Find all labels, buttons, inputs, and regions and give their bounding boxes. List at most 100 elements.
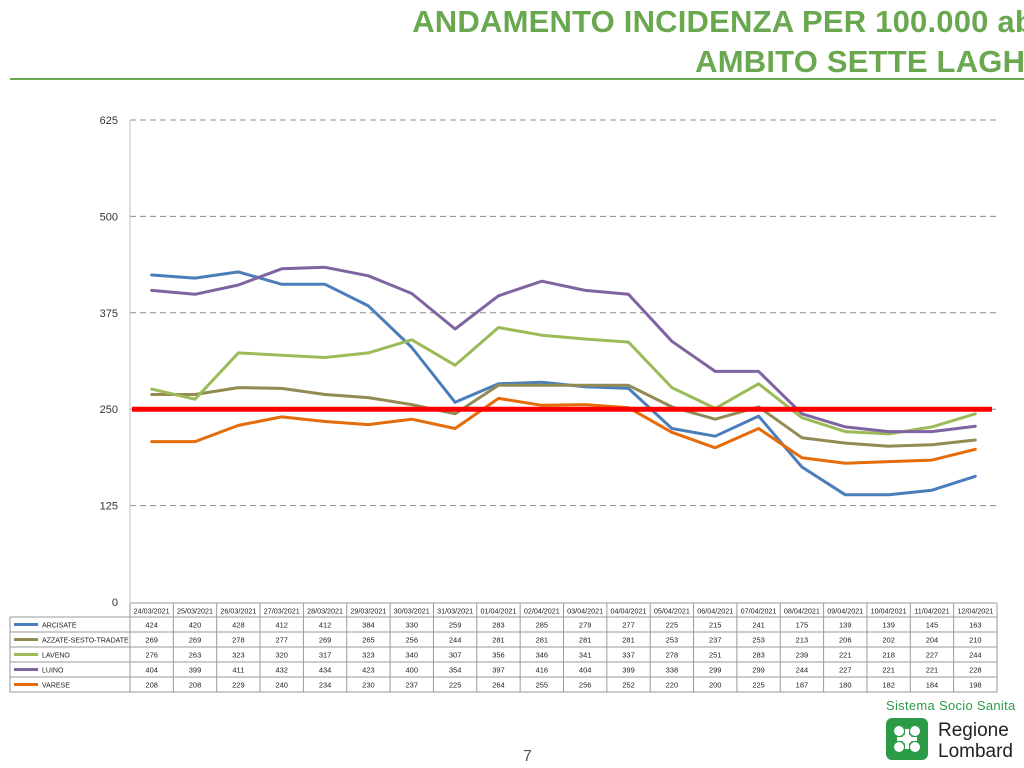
data-table-value: 397 (492, 665, 505, 674)
data-table-value: 420 (189, 620, 202, 629)
data-table-value: 180 (839, 680, 852, 689)
data-table-value: 145 (926, 620, 939, 629)
brand-name: Regione Lombard (938, 720, 1013, 762)
data-table-value: 283 (752, 650, 765, 659)
series-line (150, 265, 977, 434)
data-table-value: 299 (709, 665, 722, 674)
data-table-value: 234 (319, 680, 332, 689)
x-tick-label: 31/03/2021 (437, 607, 473, 616)
data-table-value: 237 (406, 680, 419, 689)
data-table-value: 208 (189, 680, 202, 689)
data-table-value: 221 (926, 665, 939, 674)
data-table-value: 341 (579, 650, 592, 659)
brand-subtitle: Sistema Socio Sanita (886, 698, 1016, 713)
x-tick-label: 09/04/2021 (827, 607, 863, 616)
y-tick-label: 375 (100, 308, 118, 320)
data-table-value: 432 (275, 665, 288, 674)
data-table-value: 215 (709, 620, 722, 629)
data-table-value: 264 (492, 680, 505, 689)
data-table-value: 182 (882, 680, 895, 689)
data-table-value: 299 (752, 665, 765, 674)
data-table-value: 278 (232, 635, 245, 644)
data-table-value: 230 (362, 680, 375, 689)
data-table-value: 269 (319, 635, 332, 644)
data-table-value: 404 (145, 665, 158, 674)
data-table-value: 412 (275, 620, 288, 629)
data-table-value: 225 (449, 680, 462, 689)
regione-lombardia-brand: Sistema Socio Sanita Regione Lombard (886, 698, 1024, 768)
data-table-value: 221 (882, 665, 895, 674)
data-table-value: 200 (709, 680, 722, 689)
data-table-value: 256 (406, 635, 419, 644)
data-table-value: 281 (492, 635, 505, 644)
data-table-value: 411 (232, 665, 244, 674)
y-tick-label: 250 (100, 404, 118, 416)
x-tick-label: 01/04/2021 (480, 607, 516, 616)
data-table-value: 279 (579, 620, 592, 629)
data-table-value: 320 (275, 650, 288, 659)
data-table-value: 269 (145, 635, 158, 644)
data-table-value: 253 (752, 635, 765, 644)
x-tick-label: 02/04/2021 (524, 607, 560, 616)
data-table-value: 139 (882, 620, 895, 629)
x-tick-label: 06/04/2021 (697, 607, 733, 616)
data-table-value: 278 (666, 650, 679, 659)
x-tick-label: 30/03/2021 (394, 607, 430, 616)
data-table-value: 399 (622, 665, 635, 674)
data-table-value: 283 (492, 620, 505, 629)
data-table-value: 434 (319, 665, 332, 674)
legend-label: VARESE (42, 682, 70, 689)
x-tick-label: 29/03/2021 (350, 607, 386, 616)
data-table-value: 323 (232, 650, 245, 659)
data-table-value: 356 (492, 650, 505, 659)
y-tick-label: 0 (112, 597, 118, 609)
data-table-value: 281 (579, 635, 592, 644)
x-tick-label: 11/04/2021 (914, 607, 949, 616)
data-table-value: 252 (622, 680, 635, 689)
data-table-value: 239 (796, 650, 809, 659)
data-table-value: 337 (622, 650, 635, 659)
data-table-value: 202 (882, 635, 895, 644)
x-tick-label: 26/03/2021 (220, 607, 256, 616)
y-tick-label: 125 (100, 501, 118, 513)
data-table-value: 307 (449, 650, 462, 659)
data-table-value: 338 (666, 665, 679, 674)
data-table-value: 354 (449, 665, 462, 674)
data-table-value: 281 (536, 635, 549, 644)
data-table-value: 225 (752, 680, 765, 689)
legend-label: AZZATE-SESTO-TRADATE (42, 637, 129, 644)
data-table-value: 346 (536, 650, 549, 659)
data-table-value: 225 (666, 620, 679, 629)
brand-name-line1: Regione (938, 720, 1009, 741)
data-table-value: 399 (189, 665, 202, 674)
series-line (150, 383, 977, 448)
title-block: ANDAMENTO INCIDENZA PER 100.000 ab AMBIT… (412, 2, 1024, 82)
x-tick-label: 10/04/2021 (871, 607, 907, 616)
series-line (150, 270, 977, 497)
data-table-value: 228 (969, 665, 982, 674)
data-table-value: 330 (406, 620, 419, 629)
data-table-value: 277 (275, 635, 288, 644)
data-table-value: 210 (969, 635, 982, 644)
data-table-value: 206 (839, 635, 852, 644)
data-table-value: 227 (839, 665, 852, 674)
x-tick-label: 28/03/2021 (307, 607, 343, 616)
x-tick-label: 05/04/2021 (654, 607, 690, 616)
data-table-value: 220 (666, 680, 679, 689)
data-table-value: 423 (362, 665, 375, 674)
brand-name-line2: Lombard (938, 741, 1013, 762)
data-table-value: 340 (406, 650, 419, 659)
x-tick-label: 03/04/2021 (567, 607, 603, 616)
data-table-value: 163 (969, 620, 982, 629)
x-tick-label: 04/04/2021 (611, 607, 647, 616)
data-table-value: 424 (145, 620, 158, 629)
data-table-value: 323 (362, 650, 375, 659)
data-table-value: 227 (926, 650, 939, 659)
data-table-value: 265 (362, 635, 375, 644)
data-table-value: 240 (275, 680, 288, 689)
data-table-value: 384 (362, 620, 375, 629)
data-table-value: 285 (536, 620, 549, 629)
x-tick-label: 07/04/2021 (741, 607, 777, 616)
data-table-value: 253 (666, 635, 679, 644)
data-table-value: 213 (796, 635, 809, 644)
